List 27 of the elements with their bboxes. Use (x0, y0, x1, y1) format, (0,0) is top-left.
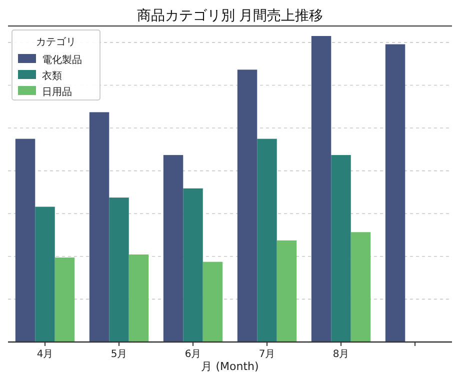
x-tick-label: 4月 (36, 349, 54, 360)
x-tick-label: 5月 (110, 349, 128, 360)
legend-label: 衣類 (42, 70, 62, 82)
bar (183, 188, 203, 342)
bar (15, 138, 36, 342)
x-tick-label: 8月 (332, 349, 350, 360)
bar (311, 36, 332, 342)
x-tick-label: 6月 (184, 349, 202, 360)
bar (276, 240, 297, 342)
bar (385, 44, 406, 342)
bar (237, 70, 258, 342)
legend-label: 日用品 (42, 87, 72, 98)
bar (202, 262, 223, 342)
bar (128, 254, 149, 342)
chart-title: 商品カテゴリ別 月間売上推移 (136, 8, 324, 24)
bar (35, 206, 55, 342)
bar (257, 138, 277, 342)
bar (163, 155, 184, 342)
legend-title: カテゴリ (36, 36, 76, 48)
legend-label: 電化製品 (42, 54, 82, 66)
bar (109, 198, 129, 342)
bar (350, 232, 371, 342)
bar (54, 258, 75, 342)
bar (331, 155, 351, 342)
x-axis-title: 月 (Month) (201, 360, 259, 373)
x-tick-label: 7月 (258, 349, 276, 360)
bar (89, 112, 110, 342)
